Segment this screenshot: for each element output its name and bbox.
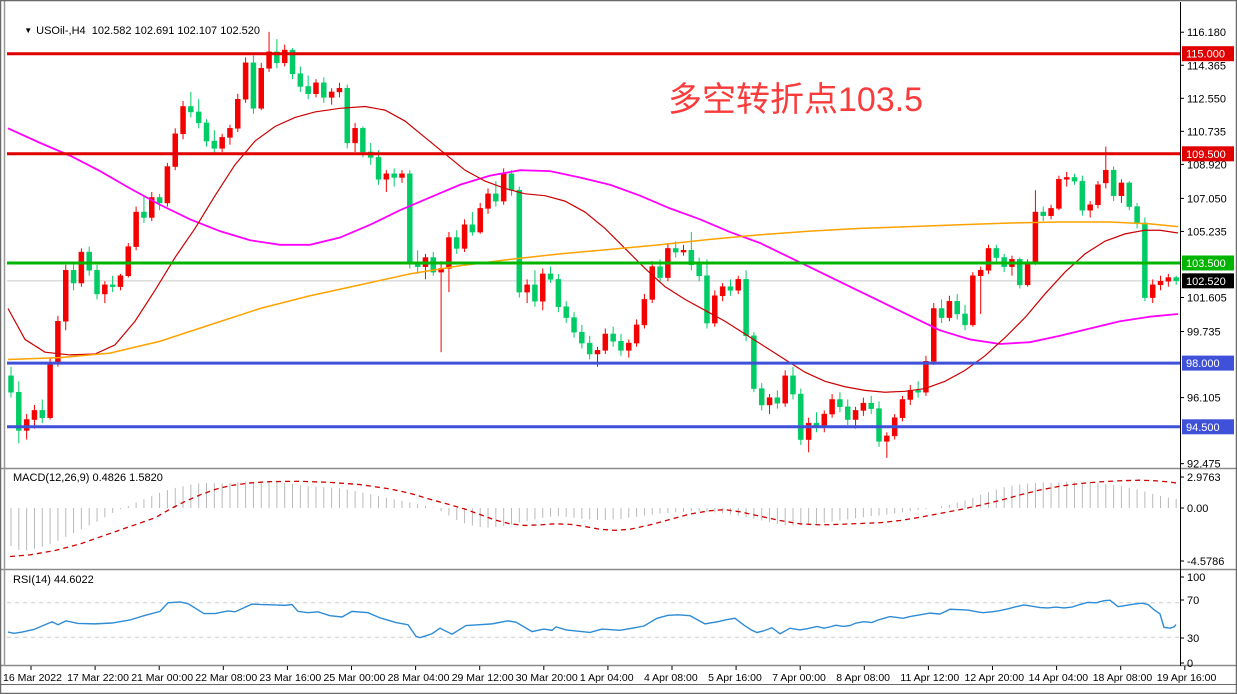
svg-text:94.500: 94.500 xyxy=(1186,422,1220,434)
svg-text:8 Apr 08:00: 8 Apr 08:00 xyxy=(836,672,890,684)
svg-text:30 Mar 20:00: 30 Mar 20:00 xyxy=(516,672,578,684)
svg-text:102.520: 102.520 xyxy=(1186,276,1226,288)
svg-text:96.105: 96.105 xyxy=(1187,393,1221,405)
svg-text:30: 30 xyxy=(1187,633,1199,645)
svg-text:105.235: 105.235 xyxy=(1187,226,1227,238)
svg-text:18 Apr 08:00: 18 Apr 08:00 xyxy=(1093,672,1153,684)
symbol-info-bar: ▼ USOil-,H4 102.582 102.691 102.107 102.5… xyxy=(12,13,260,49)
svg-text:101.605: 101.605 xyxy=(1187,292,1227,304)
svg-text:23 Mar 16:00: 23 Mar 16:00 xyxy=(259,672,321,684)
svg-text:108.920: 108.920 xyxy=(1187,159,1227,171)
svg-text:11 Apr 12:00: 11 Apr 12:00 xyxy=(900,672,959,684)
svg-text:107.050: 107.050 xyxy=(1187,193,1227,205)
svg-text:114.365: 114.365 xyxy=(1187,60,1226,72)
svg-text:-4.5786: -4.5786 xyxy=(1187,556,1224,568)
svg-text:25 Mar 00:00: 25 Mar 00:00 xyxy=(324,672,386,684)
svg-text:92.475: 92.475 xyxy=(1187,459,1221,471)
svg-text:14 Apr 04:00: 14 Apr 04:00 xyxy=(1029,672,1089,684)
svg-text:115.000: 115.000 xyxy=(1186,49,1225,61)
svg-text:116.180: 116.180 xyxy=(1187,27,1226,39)
svg-text:16 Mar 2022: 16 Mar 2022 xyxy=(3,672,62,684)
svg-text:0.00: 0.00 xyxy=(1187,503,1208,515)
svg-text:4 Apr 08:00: 4 Apr 08:00 xyxy=(644,672,698,684)
time-axis[interactable] xyxy=(0,666,1237,686)
symbol-dropdown-icon[interactable]: ▼ xyxy=(24,26,33,35)
svg-text:29 Mar 12:00: 29 Mar 12:00 xyxy=(452,672,514,684)
svg-text:100: 100 xyxy=(1187,572,1205,584)
svg-text:112.550: 112.550 xyxy=(1187,93,1226,105)
svg-text:28 Mar 04:00: 28 Mar 04:00 xyxy=(388,672,450,684)
svg-text:7 Apr 00:00: 7 Apr 00:00 xyxy=(772,672,826,684)
rsi-indicator-label: RSI(14) 44.6022 xyxy=(13,574,94,586)
svg-text:109.500: 109.500 xyxy=(1186,149,1226,161)
symbol-ohlc-text: USOil-,H4 102.582 102.691 102.107 102.52… xyxy=(36,25,260,37)
svg-text:70: 70 xyxy=(1187,595,1199,607)
svg-text:98.000: 98.000 xyxy=(1186,358,1220,370)
svg-text:1 Apr 04:00: 1 Apr 04:00 xyxy=(580,672,634,684)
svg-text:110.735: 110.735 xyxy=(1187,126,1226,138)
macd-indicator-label: MACD(12,26,9) 0.4826 1.5820 xyxy=(13,472,163,484)
price-axis[interactable] xyxy=(1180,0,1237,666)
svg-text:2.9763: 2.9763 xyxy=(1187,472,1221,484)
chart-annotation-text: 多空转折点103.5 xyxy=(668,81,924,119)
svg-text:5 Apr 16:00: 5 Apr 16:00 xyxy=(708,672,762,684)
svg-text:0: 0 xyxy=(1187,658,1193,670)
svg-text:103.500: 103.500 xyxy=(1186,258,1226,270)
svg-text:19 Apr 16:00: 19 Apr 16:00 xyxy=(1157,672,1217,684)
svg-text:17 Mar 22:00: 17 Mar 22:00 xyxy=(67,672,129,684)
svg-text:12 Apr 20:00: 12 Apr 20:00 xyxy=(965,672,1025,684)
svg-text:99.735: 99.735 xyxy=(1187,327,1221,339)
svg-text:21 Mar 00:00: 21 Mar 00:00 xyxy=(131,672,193,684)
svg-text:22 Mar 08:00: 22 Mar 08:00 xyxy=(195,672,257,684)
